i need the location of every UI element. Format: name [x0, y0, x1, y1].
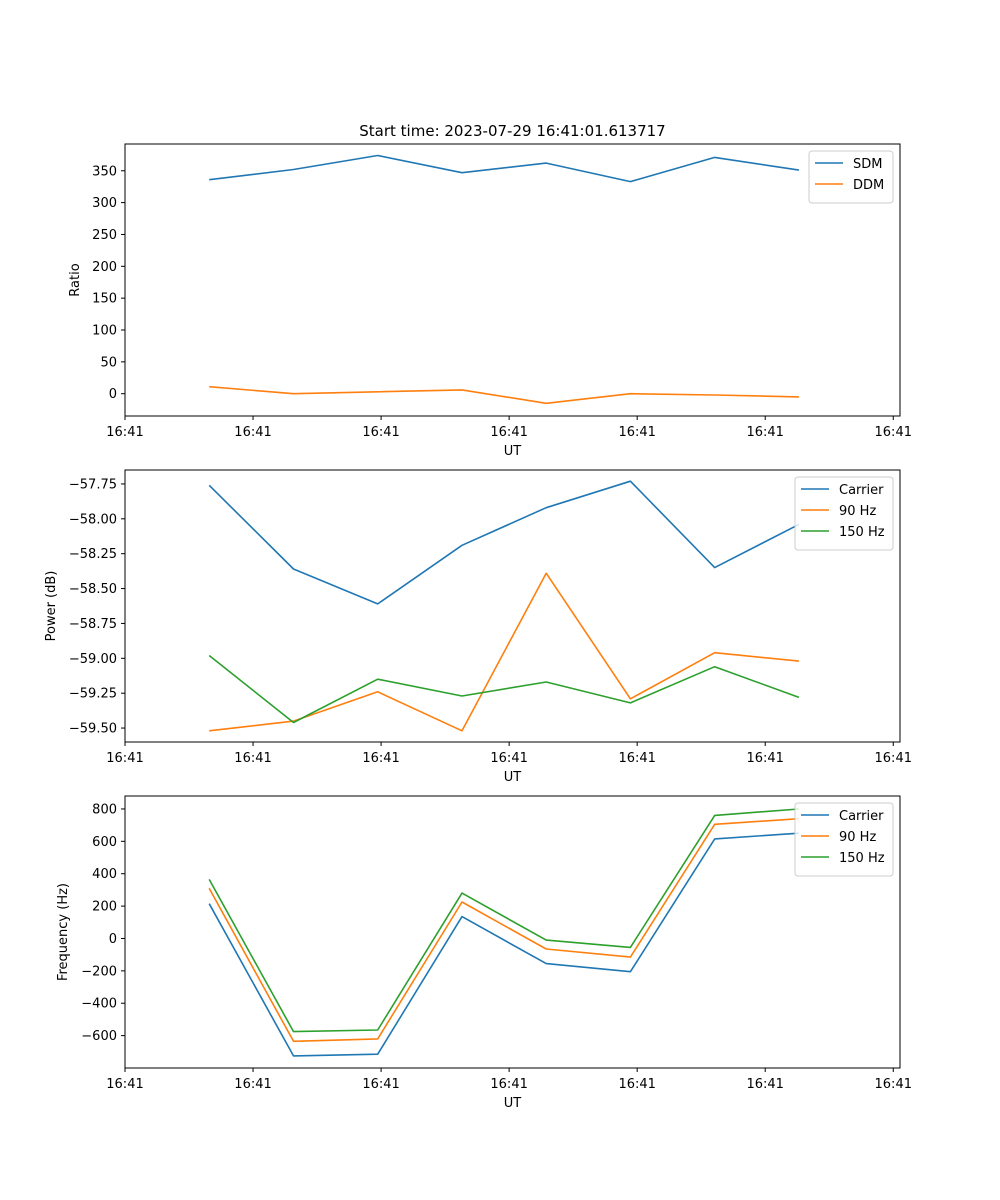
x-tick-label: 16:41	[362, 425, 399, 440]
x-tick-label: 16:41	[234, 1077, 271, 1092]
x-axis-label: UT	[504, 1096, 522, 1111]
x-tick-label: 16:41	[106, 425, 143, 440]
x-tick-label: 16:41	[362, 1077, 399, 1092]
series-line-sdm	[209, 154, 800, 183]
legend-label: Carrier	[839, 809, 884, 824]
y-tick-label: −59.50	[69, 722, 117, 737]
x-tick-label: 16:41	[746, 751, 783, 766]
x-tick-label: 16:41	[234, 751, 271, 766]
y-tick-label: 50	[100, 355, 117, 370]
series-line-carrier	[208, 832, 799, 1057]
y-tick-label: −600	[81, 1029, 117, 1044]
x-tick-label: 16:41	[618, 425, 655, 440]
y-tick-label: 250	[92, 228, 117, 243]
x-tick-label: 16:41	[106, 751, 143, 766]
x-tick-label: 16:41	[618, 1077, 655, 1092]
legend-label: SDM	[853, 157, 882, 172]
x-tick-label: 16:41	[875, 751, 912, 766]
x-tick-label: 16:41	[106, 1077, 143, 1092]
legend: Carrier 90 Hz 150 Hz	[794, 802, 894, 877]
x-tick-label: 16:41	[875, 425, 912, 440]
y-tick-label: 0	[109, 932, 117, 947]
subplot-3: 16:41 16:41 16:41 16:41 16:41 16:41 16:41 −600 −…	[56, 795, 912, 1111]
legend-label: DDM	[853, 178, 884, 193]
x-tick-label: 16:41	[362, 751, 399, 766]
panels: 16:41 16:41 16:41 16:41 16:41 16:41 16:41 0 50 10…	[44, 143, 912, 1111]
y-tick-label: 400	[92, 867, 117, 882]
series-line-90-hz	[209, 572, 799, 732]
y-tick-label: −59.00	[69, 652, 117, 667]
x-tick-label: 16:41	[746, 1077, 783, 1092]
y-axis-label: Frequency (Hz)	[56, 883, 71, 981]
y-tick-label: 350	[92, 164, 117, 179]
y-tick-label: 0	[109, 387, 117, 402]
y-tick-label: −58.75	[69, 617, 117, 632]
subplot-2: 16:41 16:41 16:41 16:41 16:41 16:41 16:41 −59.5…	[44, 469, 912, 785]
y-tick-label: 200	[92, 900, 117, 915]
y-axis-label: Ratio	[68, 263, 83, 296]
y-tick-label: 200	[92, 260, 117, 275]
x-tick-label: 16:41	[490, 425, 527, 440]
y-tick-label: −200	[81, 964, 117, 979]
x-tick-label: 16:41	[746, 425, 783, 440]
legend-label: 150 Hz	[839, 851, 885, 866]
axes-frame	[124, 469, 901, 743]
series-line-150-hz	[208, 808, 799, 1033]
legend: SDM DDM	[808, 150, 894, 204]
series-line-carrier	[208, 480, 800, 605]
y-tick-label: 150	[92, 292, 117, 307]
series-line-150-hz	[208, 654, 800, 724]
x-tick-label: 16:41	[234, 425, 271, 440]
x-axis-label: UT	[504, 444, 522, 459]
y-tick-label: 600	[92, 835, 117, 850]
legend-label: 150 Hz	[839, 525, 885, 540]
x-tick-label: 16:41	[490, 1077, 527, 1092]
y-tick-label: 300	[92, 196, 117, 211]
x-tick-label: 16:41	[618, 751, 655, 766]
y-tick-label: −58.00	[69, 512, 117, 527]
legend-label: 90 Hz	[839, 830, 876, 845]
y-tick-label: 100	[92, 324, 117, 339]
y-tick-label: −58.50	[69, 582, 117, 597]
legend: Carrier 90 Hz 150 Hz	[794, 476, 894, 551]
axes-frame	[124, 143, 901, 417]
legend-box	[808, 150, 894, 204]
series-line-90-hz	[208, 817, 799, 1043]
x-tick-label: 16:41	[875, 1077, 912, 1092]
y-tick-label: −59.25	[69, 687, 117, 702]
subplot-1: 16:41 16:41 16:41 16:41 16:41 16:41 16:41 0 50 10…	[68, 143, 912, 459]
y-tick-label: −400	[81, 997, 117, 1012]
y-tick-label: −57.75	[69, 477, 117, 492]
legend-label: 90 Hz	[839, 504, 876, 519]
axes-frame	[124, 795, 901, 1069]
x-tick-label: 16:41	[490, 751, 527, 766]
x-axis-label: UT	[504, 770, 522, 785]
legend-label: Carrier	[839, 483, 884, 498]
y-tick-label: −58.25	[69, 547, 117, 562]
chart-title: Start time: 2023-07-29 16:41:01.613717	[359, 122, 665, 140]
y-axis-label: Power (dB)	[44, 571, 59, 642]
series-line-ddm	[209, 385, 799, 405]
y-tick-label: 800	[92, 802, 117, 817]
